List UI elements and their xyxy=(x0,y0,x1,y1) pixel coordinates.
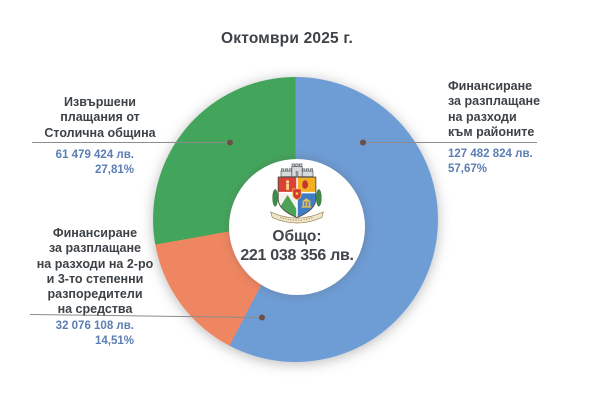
callout-label-blue-slice: Финансиране за разплащане на разходи към… xyxy=(448,79,568,140)
callout-label-line: разпоредители xyxy=(47,287,143,302)
callout-amount: 61 479 424 лв. xyxy=(55,149,134,161)
callout-label-line: Финансиране xyxy=(52,226,138,240)
callout-label-line: Столична община xyxy=(44,125,156,140)
center-total-label: Общо: xyxy=(272,228,322,245)
callout-label-line: Финансиране xyxy=(448,79,533,93)
callout-amount: 32 076 108 лв. xyxy=(55,320,134,332)
callout-percent: 27,81% xyxy=(94,164,134,176)
callout-label-line: плащания от xyxy=(60,110,140,125)
callout-label-orange-slice: Финансиране за разплащане на разходи на … xyxy=(20,226,170,318)
callout-label-line: за разплащане xyxy=(48,241,142,256)
callout-label-line: към районите xyxy=(448,124,535,139)
callout-label-line: и 3-то степенни xyxy=(46,271,144,286)
callout-label-line: на разходи xyxy=(448,109,517,124)
sofia-coat-of-arms-icon xyxy=(270,163,324,224)
callout-label-line: на средства xyxy=(57,302,133,317)
callout-values-blue-slice: 127 482 824 лв. 57,67% xyxy=(448,147,568,177)
callout-amount: 127 482 824 лв. xyxy=(448,148,533,160)
callout-label-line: за разплащане xyxy=(448,94,541,109)
donut-hole: Общо: 221 038 356 лв. xyxy=(229,159,365,295)
callout-percent: 14,51% xyxy=(94,335,134,347)
callout-label-line: на разходи на 2-ро xyxy=(36,256,154,271)
callout-label-line: Извършени xyxy=(64,95,136,109)
chart-title: Октомври 2025 г. xyxy=(221,30,353,47)
callout-values-orange-slice: 32 076 108 лв. 14,51% xyxy=(20,319,134,349)
callout-percent: 57,67% xyxy=(448,163,488,175)
center-total-value: 221 038 356 лв. xyxy=(240,247,354,264)
callout-values-green-slice: 61 479 424 лв. 27,81% xyxy=(20,148,134,178)
callout-label-green-slice: Извършени плащания от Столична община xyxy=(20,95,180,141)
